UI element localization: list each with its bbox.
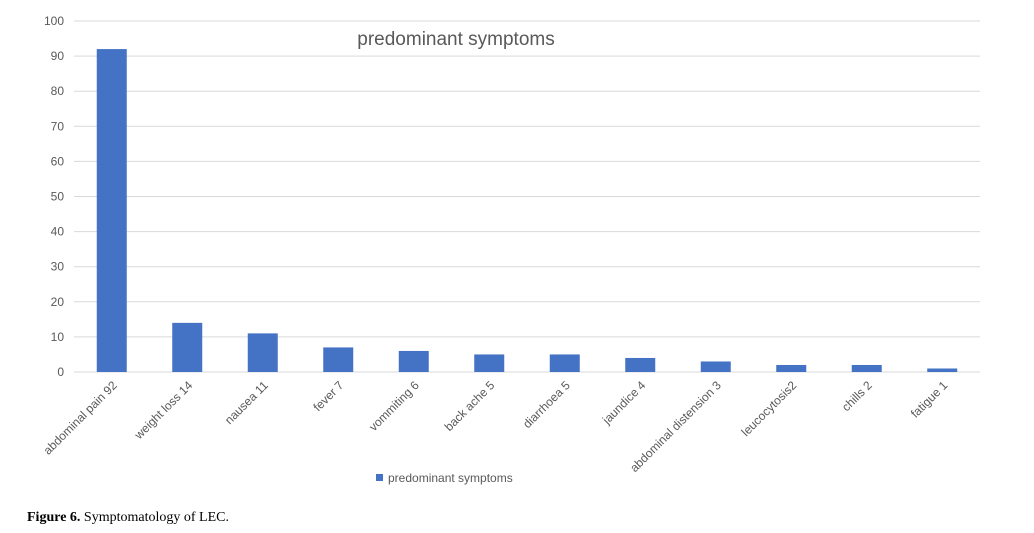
bar xyxy=(549,354,580,372)
y-tick-label: 50 xyxy=(51,190,65,204)
bar xyxy=(323,347,354,372)
bar xyxy=(398,350,429,372)
bar xyxy=(172,322,203,372)
x-tick-label: fatigue 1 xyxy=(908,378,951,421)
caption-text: Symptomatology of LEC. xyxy=(83,510,229,525)
bar xyxy=(927,368,958,372)
x-tick-label: jaundice 4 xyxy=(599,378,649,428)
y-tick-label: 100 xyxy=(44,14,64,28)
y-tick-label: 30 xyxy=(51,260,65,274)
x-tick-label: weight loss 14 xyxy=(131,378,196,443)
bar xyxy=(700,361,731,372)
x-tick-label: abdominal pain 92 xyxy=(41,378,120,457)
x-tick-label: chills 2 xyxy=(839,378,875,414)
x-tick-label: back ache 5 xyxy=(442,378,498,434)
y-tick-label: 0 xyxy=(57,365,64,379)
x-tick-label: vommiting 6 xyxy=(366,378,422,434)
caption-label: Figure 6. xyxy=(27,510,81,525)
legend-swatch xyxy=(376,474,383,481)
x-tick-label: leucocytosis2 xyxy=(739,378,800,439)
y-tick-label: 70 xyxy=(51,119,65,133)
y-tick-label: 60 xyxy=(51,154,65,168)
chart: predominant symptoms 0 10 20 30 40 50 60 70 80 90… xyxy=(41,14,980,485)
y-tick-label: 80 xyxy=(51,84,65,98)
bar xyxy=(96,49,127,373)
legend-label: predominant symptoms xyxy=(388,471,513,485)
bar xyxy=(625,357,656,372)
y-tick-label: 90 xyxy=(51,49,65,63)
y-tick-label: 10 xyxy=(51,330,65,344)
caption: Figure 6. Symptomatology of LEC. xyxy=(27,510,229,526)
y-tick-label: 20 xyxy=(51,295,65,309)
x-tick-label: fever 7 xyxy=(311,378,347,414)
bar xyxy=(247,333,278,372)
bar xyxy=(851,364,882,372)
x-tick-label: nausea 11 xyxy=(222,378,271,427)
chart-title: predominant symptoms xyxy=(357,29,554,50)
bar xyxy=(776,364,807,372)
y-tick-label: 40 xyxy=(51,225,65,239)
bar xyxy=(474,354,505,372)
x-tick-label: diarrhoea 5 xyxy=(520,378,573,431)
